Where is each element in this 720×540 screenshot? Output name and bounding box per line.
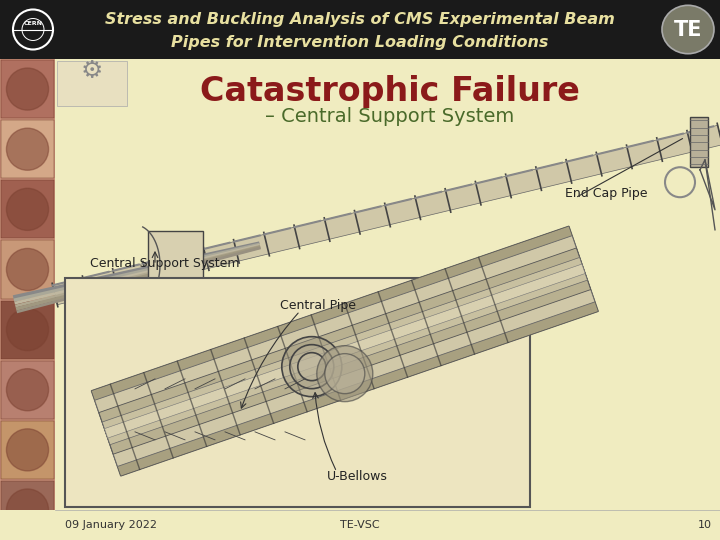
Bar [1,421,54,479]
Bar [1,240,54,299]
Polygon shape [95,235,595,467]
Circle shape [317,346,373,402]
Circle shape [6,308,48,350]
Text: Central Support System: Central Support System [90,256,240,269]
Circle shape [6,68,48,110]
Bar [0,510,720,540]
Polygon shape [53,125,720,305]
Bar [148,231,202,301]
Text: Catastrophic Failure: Catastrophic Failure [200,75,580,107]
Bar [0,0,720,59]
Text: 10: 10 [698,520,712,530]
Circle shape [325,354,365,394]
Text: Central Pipe: Central Pipe [280,300,356,313]
Bar [0,59,720,540]
Text: TE: TE [674,19,702,39]
Bar [1,60,54,118]
Circle shape [289,345,334,389]
Circle shape [6,128,48,170]
Polygon shape [104,264,585,438]
Text: – Central Support System: – Central Support System [266,107,515,126]
Polygon shape [91,226,598,476]
Bar [1,361,54,419]
Text: End Cap Pipe: End Cap Pipe [565,186,647,199]
Circle shape [6,188,48,231]
Text: TE-VSC: TE-VSC [340,520,380,530]
Polygon shape [102,258,588,445]
Bar [1,301,54,359]
Text: ⚙: ⚙ [81,59,103,83]
Text: Pipes for Intervention Loading Conditions: Pipes for Intervention Loading Condition… [171,35,549,50]
Text: 09 January 2022: 09 January 2022 [65,520,157,530]
Ellipse shape [662,5,714,53]
Polygon shape [99,248,590,454]
Bar [0,59,55,510]
Text: CERN: CERN [24,21,42,26]
Bar [57,61,127,106]
Circle shape [6,248,48,291]
Bar [65,278,530,507]
Text: Stress and Buckling Analysis of CMS Experimental Beam: Stress and Buckling Analysis of CMS Expe… [105,12,615,27]
Circle shape [298,353,325,381]
Bar [1,180,54,238]
Bar [690,117,708,167]
Circle shape [6,429,48,471]
Polygon shape [91,226,598,476]
Circle shape [282,336,342,397]
Bar [1,481,54,539]
Text: U-Bellows: U-Bellows [327,470,387,483]
Circle shape [6,369,48,411]
Bar [1,120,54,178]
Circle shape [6,489,48,531]
